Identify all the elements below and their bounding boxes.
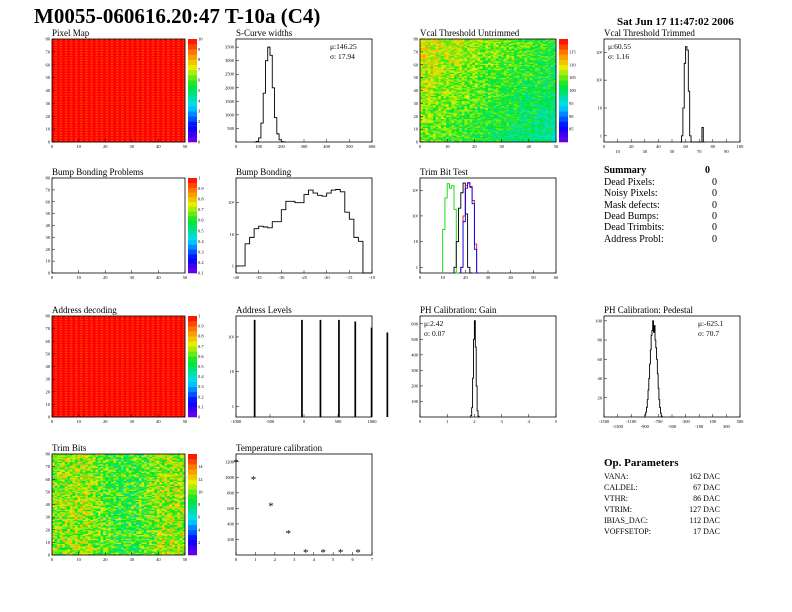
x-tick-label: 300 — [301, 144, 309, 149]
y-tick-label: 3000 — [225, 58, 235, 63]
x-tick-label: 400 — [323, 144, 331, 149]
y-tick-label: 50 — [46, 75, 51, 80]
palette-swatch — [188, 49, 197, 54]
palette-tick-label: 6 — [198, 78, 201, 83]
panel-vcal-threshold-untrimmed: Vcal Threshold Untrimmed8590951001051101… — [414, 28, 577, 149]
y-tick-label: 1500 — [225, 99, 235, 104]
palette-tick-label: 10 — [198, 37, 203, 42]
y-tick-label: 80 — [46, 37, 51, 42]
palette-swatch — [188, 116, 197, 121]
x-tick-label: 30 — [130, 144, 135, 149]
palette-swatch — [188, 132, 197, 137]
panel-title: Pixel Map — [52, 28, 90, 38]
palette-swatch — [188, 60, 197, 65]
palette-swatch — [188, 44, 197, 49]
y-tick-label: 3500 — [225, 45, 235, 50]
x-tick-label: 0 — [235, 144, 238, 149]
panel-title: S-Curve widths — [236, 28, 293, 38]
palette-swatch — [188, 75, 197, 80]
palette-swatch — [188, 111, 197, 116]
y-tick-label: 1000 — [225, 112, 235, 117]
heatmap-cells — [52, 39, 185, 142]
x-tick-label: 500 — [346, 144, 354, 149]
palette-swatch — [188, 39, 197, 44]
heatmap-cells — [420, 39, 556, 142]
palette-tick-label: 3 — [198, 109, 201, 114]
palette-swatch — [188, 80, 197, 85]
y-tick-label: 30 — [46, 101, 51, 106]
palette-swatch — [188, 65, 197, 70]
palette-tick-label: 2 — [198, 119, 200, 124]
x-tick-label: 20 — [103, 144, 108, 149]
palette-swatch — [188, 91, 197, 96]
y-tick-label: 70 — [46, 49, 51, 54]
palette-swatch — [188, 70, 197, 75]
y-tick-label: 2500 — [225, 72, 235, 77]
palette-swatch — [188, 85, 197, 90]
y-tick-label: 2000 — [225, 85, 235, 90]
palette-tick-label: 1 — [198, 129, 200, 134]
palette-tick-label: 5 — [198, 88, 201, 93]
panel-s-curve-widths: S-Curve widths 0 100 200 300 400 500 600 500 1000… — [225, 28, 376, 149]
palette-tick-label: 4 — [198, 98, 201, 103]
y-tick-label: 500 — [227, 126, 235, 131]
x-tick-label: 40 — [156, 144, 161, 149]
y-tick-label: 20 — [46, 114, 51, 119]
palette-tick-label: 7 — [198, 67, 201, 72]
x-tick-label: 100 — [255, 144, 263, 149]
palette-tick-label: 0 — [198, 140, 201, 145]
palette-tick-label: 9 — [198, 47, 201, 52]
palette-swatch — [188, 121, 197, 126]
x-tick-label: 10 — [76, 144, 81, 149]
y-tick-label: 60 — [46, 62, 51, 67]
x-tick-label: 0 — [51, 144, 54, 149]
palette-swatch — [188, 101, 197, 106]
x-tick-label: 600 — [369, 144, 377, 149]
stats-label: σ: 17.94 — [330, 52, 355, 61]
palette-tick-label: 8 — [198, 57, 201, 62]
x-tick-label: 200 — [278, 144, 286, 149]
palette-swatch — [188, 54, 197, 59]
histogram-series — [254, 47, 286, 142]
palette-swatch — [188, 96, 197, 101]
x-tick-label: 50 — [183, 144, 188, 149]
y-tick-label: 10 — [46, 127, 51, 132]
palette-swatch — [188, 137, 197, 142]
y-tick-label: 40 — [46, 88, 51, 93]
stats-label: μ:146.25 — [330, 42, 357, 51]
palette-swatch — [188, 106, 197, 111]
panel-title: Vcal Threshold Untrimmed — [420, 28, 520, 38]
palette-swatch — [188, 127, 197, 132]
